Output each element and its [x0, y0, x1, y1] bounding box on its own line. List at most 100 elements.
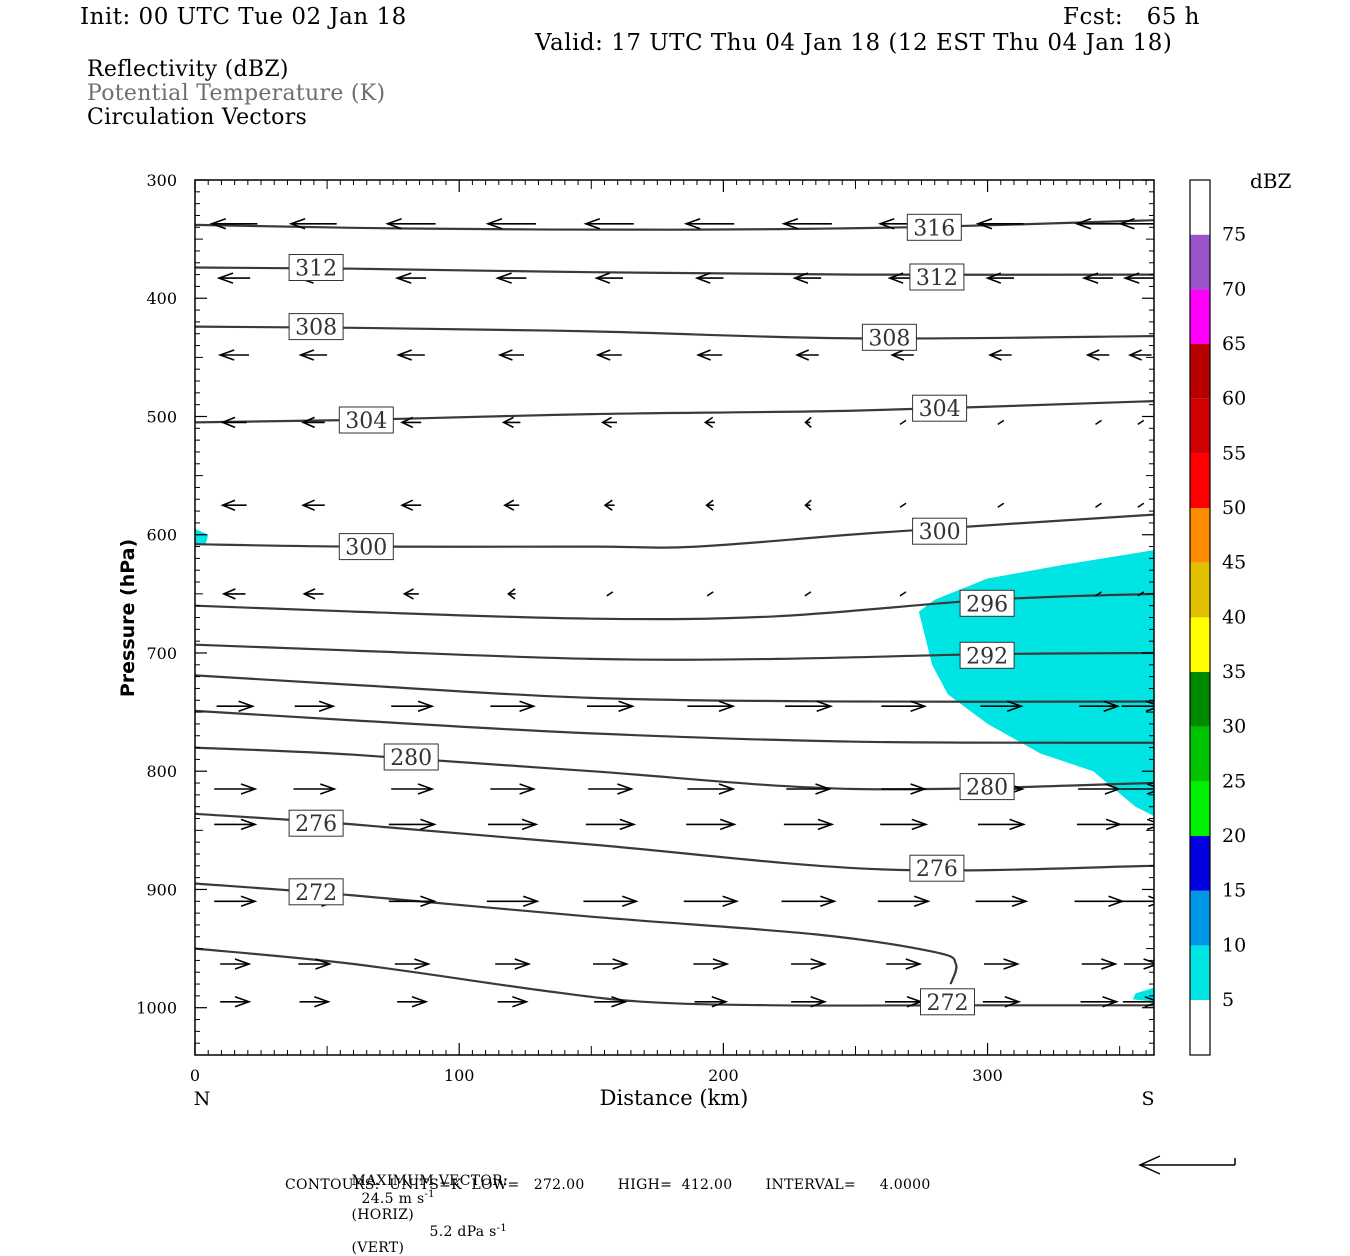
colorbar-label: 55: [1222, 442, 1246, 464]
colorbar-segment: [1190, 945, 1210, 1000]
wind-vector: [706, 591, 714, 597]
wind-vector-head: [1105, 818, 1123, 831]
wind-vector-head: [497, 349, 513, 361]
wind-vector-head: [987, 349, 1002, 361]
contour-label-300: 300: [345, 536, 387, 561]
wind-vector-head: [600, 416, 612, 429]
wind-vector-head: [683, 218, 701, 230]
colorbar-segment: [1190, 672, 1210, 727]
colorbar-segment: [1190, 453, 1210, 508]
colorbar-label: 20: [1222, 825, 1246, 847]
contour-label-box: [338, 533, 394, 561]
wind-vector-head: [234, 996, 252, 1008]
colorbar-label: 10: [1222, 934, 1246, 956]
wind-vector-head: [217, 349, 235, 361]
axis-layer: 300 400 500 600 700 800 900 1000 0 100 200 300: [136, 171, 1154, 1085]
wind-vector-head: [1122, 272, 1140, 284]
wind-vector-head: [501, 416, 514, 429]
colorbar-label: 25: [1222, 770, 1246, 792]
y-tick-label: 900: [146, 880, 177, 899]
wind-vector-head: [417, 700, 435, 712]
wind-vector-head: [301, 416, 315, 429]
field-reflectivity: Reflectivity (dBZ): [87, 57, 289, 82]
colorbar-segment: [1190, 1000, 1210, 1055]
colorbar-frame: [1189, 179, 1211, 1056]
wind-vector-head: [1127, 349, 1142, 361]
colorbar-label: 65: [1222, 333, 1246, 355]
x-tick-label: 100: [444, 1066, 475, 1085]
wind-vector-head: [298, 349, 315, 361]
wind-vector-head: [519, 700, 536, 712]
wind-vector-head: [1103, 700, 1121, 712]
contour-label-296: 296: [966, 592, 1008, 617]
contour-label-box: [909, 263, 965, 291]
contour-label-box: [288, 809, 344, 837]
wind-vector-head: [815, 783, 832, 795]
colorbar-label: 75: [1222, 224, 1246, 246]
wind-vector-head: [495, 272, 512, 284]
wind-vector-head: [913, 895, 931, 908]
wind-vector: [899, 502, 907, 508]
contour-label-304: 304: [345, 409, 387, 434]
y-tick-label: 1000: [136, 999, 177, 1018]
wind-vector: [899, 591, 907, 597]
contour-label-box: [338, 406, 394, 434]
wind-vector-head: [712, 958, 730, 970]
wind-vector-head: [320, 783, 337, 795]
colorbar-segment: [1190, 398, 1210, 454]
wind-vector-head: [817, 818, 835, 831]
contour-label-box: [912, 517, 968, 545]
wind-vector-head: [400, 416, 414, 429]
wind-vector-head: [1081, 272, 1099, 284]
colorbar-label: 45: [1222, 552, 1246, 574]
wind-vector-head: [1148, 895, 1154, 908]
wind-vector-head: [718, 783, 736, 795]
reflectivity-region-1: [918, 550, 1154, 817]
x-axis-end-label: S: [1141, 1088, 1154, 1110]
wind-vector: [1137, 502, 1145, 508]
wind-vector-head: [583, 218, 601, 230]
colorbar-segment: [1190, 726, 1210, 782]
wind-vector: [804, 591, 812, 597]
contour-label-308: 308: [868, 326, 910, 351]
wind-vector-head: [314, 996, 331, 1008]
wind-vector-head: [1104, 783, 1122, 795]
wind-vector-head: [1074, 218, 1092, 230]
wind-vector-head: [240, 895, 258, 908]
wind-vector-head: [394, 272, 412, 284]
wind-vector-head: [420, 818, 437, 831]
wind-vector-head: [1009, 818, 1026, 831]
colorbar-title: dBZ: [1250, 169, 1292, 193]
field-potential-temperature: Potential Temperature (K): [87, 81, 386, 106]
wind-vector-head: [216, 272, 234, 284]
wind-vector-head: [621, 895, 639, 908]
wind-vector-head: [302, 588, 316, 600]
wind-vector: [899, 419, 907, 426]
wind-vector-head: [1003, 958, 1020, 970]
contour-label-272: 272: [295, 881, 337, 906]
colorbar-segment: [1190, 234, 1210, 290]
x-tick-label: 200: [708, 1066, 739, 1085]
wind-vector-head: [905, 958, 923, 970]
wind-vector-head: [240, 783, 258, 795]
wind-vector-head: [315, 958, 332, 970]
wind-vector-head: [694, 272, 711, 284]
wind-vector-head: [420, 895, 437, 908]
y-tick-label: 600: [146, 526, 177, 545]
contour-label-box: [920, 988, 975, 1016]
wind-vector-head: [1146, 783, 1154, 795]
colorbar-label: 15: [1222, 880, 1246, 902]
wind-vector-head: [810, 958, 828, 970]
theta-contour-272: [195, 947, 1154, 1007]
wind-vector-head: [877, 218, 895, 230]
wind-vector-head: [220, 416, 236, 429]
y-tick-label: 300: [146, 171, 177, 190]
wind-vector: [1095, 419, 1102, 426]
wind-vector-head: [1101, 958, 1118, 970]
theta-contour-272: [195, 882, 958, 985]
wind-vector-head: [385, 218, 402, 230]
wind-vector-head: [221, 588, 236, 600]
wind-vector-head: [890, 349, 905, 361]
wind-vector: [606, 591, 614, 597]
wind-vector-head: [1118, 218, 1135, 230]
